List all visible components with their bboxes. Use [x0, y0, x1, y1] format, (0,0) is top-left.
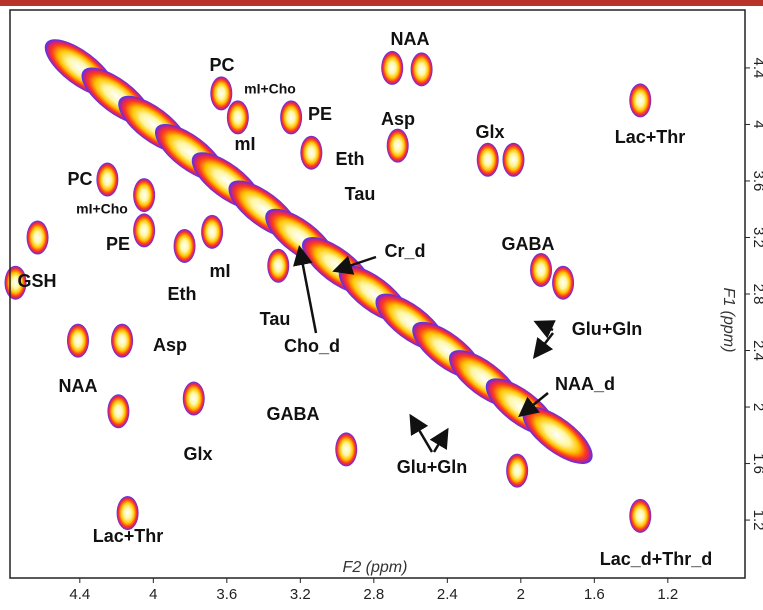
arrows: [293, 245, 556, 453]
x-tick-label: 3.2: [290, 586, 311, 603]
cross-peak: [381, 50, 404, 85]
peak-label: Eth: [336, 149, 365, 169]
y-tick-label: 2: [750, 403, 763, 411]
x-tick-label: 2.4: [437, 586, 458, 603]
y-tick-label: 3.6: [750, 171, 763, 192]
cross-peak: [629, 498, 652, 533]
cross-peak: [96, 162, 119, 197]
y-tick-label: 4.4: [750, 58, 763, 79]
cross-peak: [502, 142, 525, 177]
peak-label: NAA: [391, 29, 430, 49]
cross-peak: [107, 394, 130, 429]
arrow: [533, 320, 556, 339]
cross-peak: [629, 83, 652, 118]
y-tick-label: 2.4: [750, 340, 763, 361]
cross-peak: [201, 214, 224, 249]
peak-label: Tau: [260, 309, 291, 329]
cross-peak: [116, 496, 139, 531]
y-tick-label: 1.2: [750, 510, 763, 531]
arrow: [532, 332, 554, 359]
peak-label: Eth: [168, 284, 197, 304]
cross-peak: [506, 453, 529, 488]
peak-label: Asp: [153, 335, 187, 355]
peak-label: Lac_d+Thr_d: [600, 549, 713, 569]
arrow: [409, 413, 434, 453]
peak-label: Lac+Thr: [93, 526, 164, 546]
y-tick-label: 1.6: [750, 453, 763, 474]
peak-label: Glu+Gln: [572, 319, 643, 339]
peak-label: PE: [308, 104, 332, 124]
cross-peak: [111, 323, 134, 358]
cross-peak: [476, 142, 499, 177]
y-tick-label: 2.8: [750, 284, 763, 305]
peak-label: Tau: [345, 184, 376, 204]
diagonal-peak: [522, 406, 593, 464]
cross-peak: [133, 178, 156, 213]
cross-peak: [530, 252, 553, 287]
peak-label: Glu+Gln: [397, 457, 468, 477]
cross-peak: [26, 220, 49, 255]
top-band: [0, 0, 763, 6]
peak-label: Cho_d: [284, 336, 340, 356]
arrow: [429, 427, 449, 453]
peak-label: PC: [67, 169, 92, 189]
cross-peak: [133, 213, 156, 248]
y-axis-label: F1 (ppm): [720, 288, 737, 353]
plot-area: [4, 39, 652, 533]
cross-peak: [226, 100, 249, 135]
x-tick-label: 2: [517, 586, 525, 603]
cross-peak: [386, 128, 409, 163]
arrow: [518, 392, 549, 418]
peak-label: PE: [106, 234, 130, 254]
x-tick-label: 3.6: [216, 586, 237, 603]
arrow: [332, 255, 377, 275]
peak-label: Glx: [183, 444, 212, 464]
peak-label: NAA_d: [555, 374, 615, 394]
x-tick-label: 1.2: [657, 586, 678, 603]
x-tick-label: 1.6: [584, 586, 605, 603]
cross-peak: [173, 228, 196, 263]
peak-label: NAA: [59, 376, 98, 396]
peak-label: GSH: [17, 271, 56, 291]
cross-peak: [552, 265, 575, 300]
cross-peak: [300, 135, 323, 170]
cross-peak: [335, 432, 358, 467]
y-tick-label: 4: [750, 120, 763, 128]
x-tick-label: 2.8: [363, 586, 384, 603]
peak-label: GABA: [502, 234, 555, 254]
peak-label: GABA: [267, 404, 320, 424]
x-tick-label: 4: [149, 586, 157, 603]
peak-label: mI: [209, 261, 230, 281]
cross-peak: [182, 381, 205, 416]
peak-label: PC: [209, 55, 234, 75]
y-tick-label: 3.2: [750, 227, 763, 248]
peak-label: mI+Cho: [244, 81, 296, 97]
cross-peak: [280, 100, 303, 135]
cross-peak: [267, 248, 290, 283]
x-tick-label: 4.4: [69, 586, 90, 603]
peak-label: mI: [234, 134, 255, 154]
cross-peak: [66, 323, 89, 358]
peak-label: Lac+Thr: [615, 127, 686, 147]
peak-label: Asp: [381, 109, 415, 129]
peak-label: Glx: [475, 122, 504, 142]
arrow: [293, 245, 318, 334]
peak-label: mI+Cho: [76, 201, 128, 217]
x-axis-label: F2 (ppm): [343, 559, 408, 576]
peak-label: Cr_d: [384, 241, 425, 261]
cross-peak: [410, 52, 433, 87]
cross-peak: [210, 76, 233, 111]
